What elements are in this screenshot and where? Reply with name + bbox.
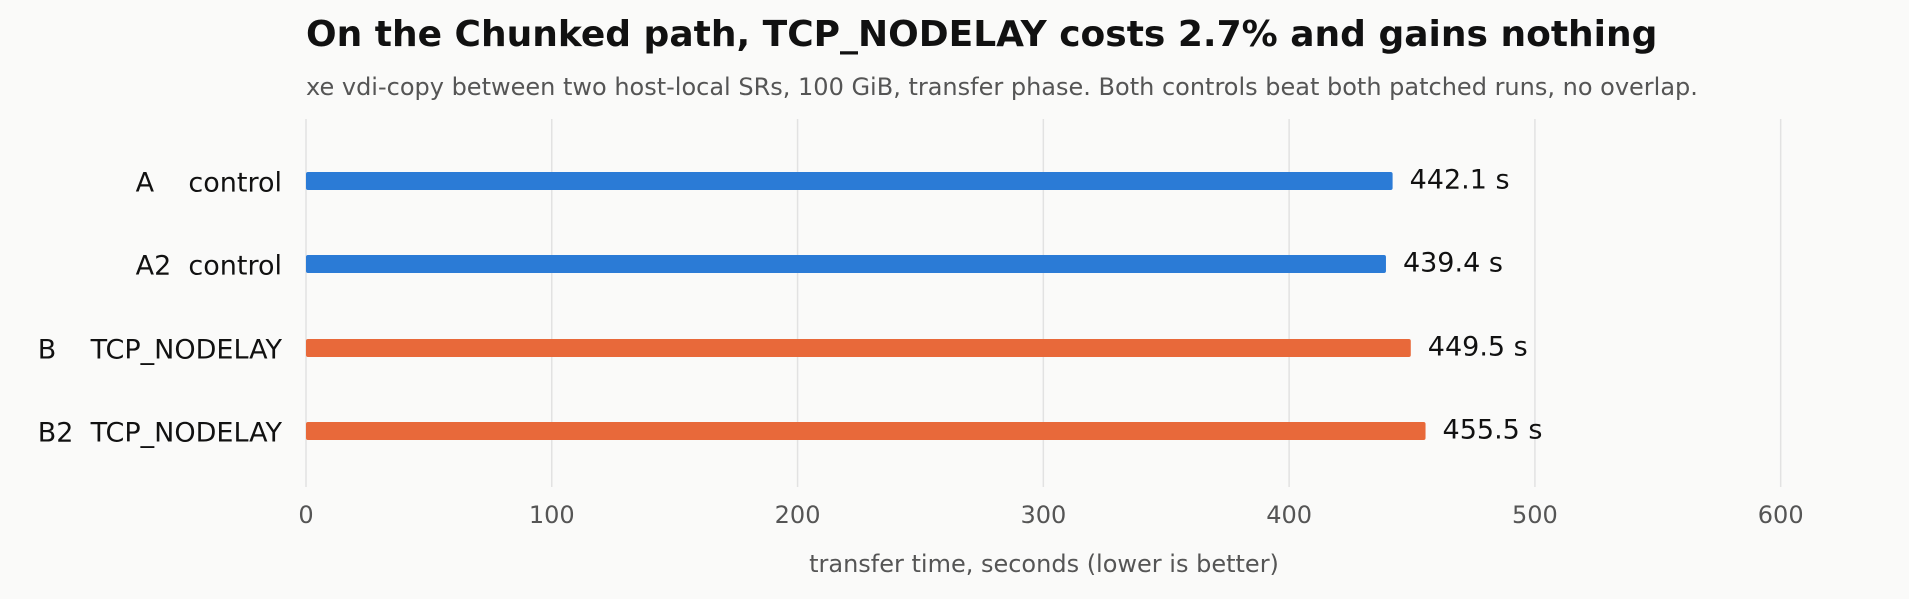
chart-title: On the Chunked path, TCP_NODELAY costs 2…	[306, 14, 1657, 55]
x-tick-label: 300	[1020, 501, 1066, 529]
x-tick-label: 100	[529, 501, 575, 529]
bar	[306, 255, 1386, 273]
chart-subtitle: xe vdi-copy between two host-local SRs, …	[306, 73, 1698, 101]
value-label: 455.5 s	[1443, 415, 1543, 446]
bar	[306, 172, 1393, 190]
x-tick-label: 500	[1512, 501, 1558, 529]
y-tick-label: B TCP_NODELAY	[38, 335, 283, 366]
bar	[306, 422, 1426, 440]
x-tick-label: 600	[1758, 501, 1804, 529]
value-label: 449.5 s	[1428, 332, 1528, 363]
y-tick-label: B2 TCP_NODELAY	[38, 418, 283, 449]
x-tick-label: 400	[1266, 501, 1312, 529]
bar	[306, 339, 1411, 357]
value-label: 439.4 s	[1403, 248, 1503, 279]
y-tick-label: A2 control	[136, 251, 282, 282]
y-tick-label: A control	[136, 168, 282, 199]
x-tick-label: 200	[775, 501, 821, 529]
value-label: 442.1 s	[1410, 165, 1510, 196]
x-axis-label: transfer time, seconds (lower is better)	[809, 550, 1279, 578]
x-tick-label: 0	[298, 501, 313, 529]
